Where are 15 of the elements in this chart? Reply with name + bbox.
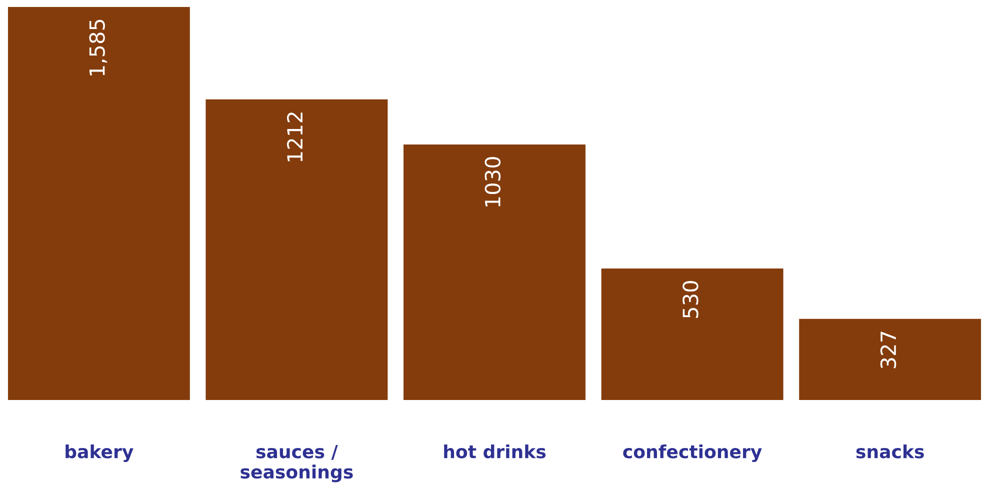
x-tick-label: snacks	[856, 444, 924, 458]
bar	[8, 6, 190, 400]
bar	[601, 268, 784, 400]
bar	[799, 318, 982, 400]
bar	[404, 144, 586, 400]
data-label: 1030	[484, 157, 501, 206]
data-label: 327	[880, 332, 896, 368]
x-tick-label: sauces / seasonings	[240, 444, 353, 482]
x-tick-label: confectionery	[623, 444, 762, 462]
data-label: 530	[682, 281, 698, 318]
x-tick-label: bakery	[66, 444, 134, 462]
bar	[206, 99, 388, 400]
data-label: 1212	[286, 112, 302, 162]
data-label: 1,585	[89, 20, 108, 76]
x-tick-label: hot drinks	[444, 444, 546, 458]
